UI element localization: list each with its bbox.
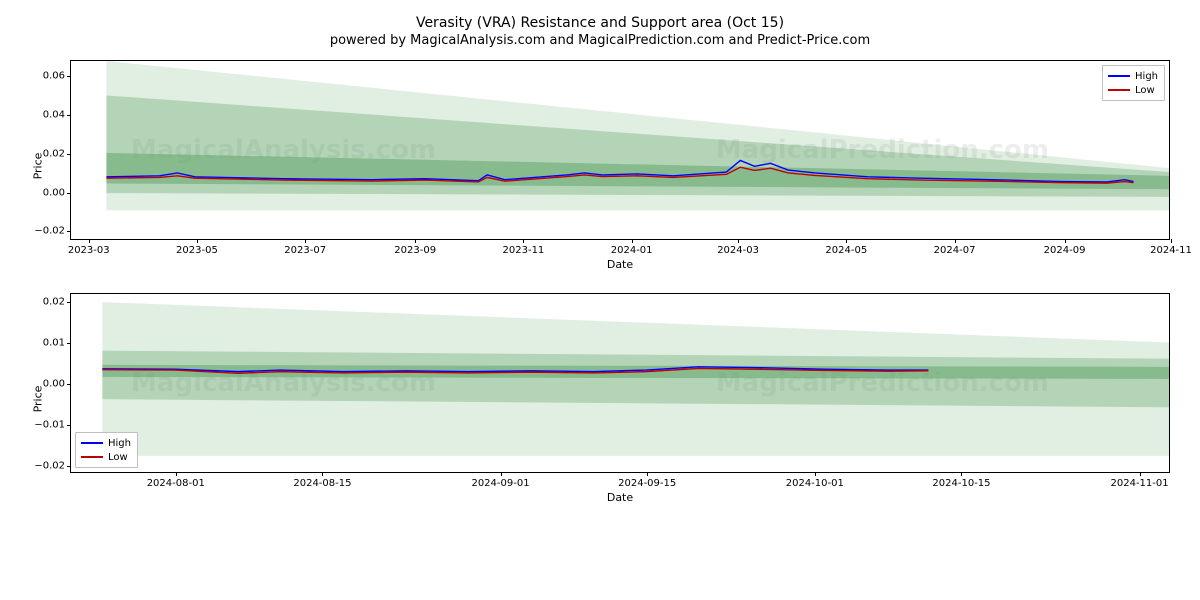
x-axis-label: Date [70,491,1170,504]
chart-panel-top: Price MagicalAnalysis.com MagicalPredict… [70,60,1170,271]
legend-swatch [81,442,103,444]
plot-area-top [71,61,1169,239]
legend-swatch [81,456,103,458]
legend-swatch [1108,75,1130,77]
legend-item: Low [81,450,131,464]
legend-label: High [1135,71,1158,82]
chart-title: Verasity (VRA) Resistance and Support ar… [10,15,1190,31]
legend-swatch [1108,89,1130,91]
y-tick-label: −0.02 [34,460,71,471]
legend-top: High Low [1102,65,1165,101]
chart-subtitle: powered by MagicalAnalysis.com and Magic… [10,33,1190,48]
x-axis-label: Date [70,258,1170,271]
plot-area-bottom [71,294,1169,472]
legend-item: Low [1108,83,1158,97]
legend-label: High [108,438,131,449]
chart-panel-bottom: Price MagicalAnalysis.com MagicalPredict… [70,293,1170,504]
legend-label: Low [1135,85,1155,96]
y-tick-label: −0.02 [34,226,71,237]
legend-item: High [1108,69,1158,83]
legend-label: Low [108,452,128,463]
figure: Verasity (VRA) Resistance and Support ar… [10,15,1190,504]
legend-item: High [81,436,131,450]
legend-bottom: High Low [75,432,138,468]
y-tick-label: −0.01 [34,419,71,430]
